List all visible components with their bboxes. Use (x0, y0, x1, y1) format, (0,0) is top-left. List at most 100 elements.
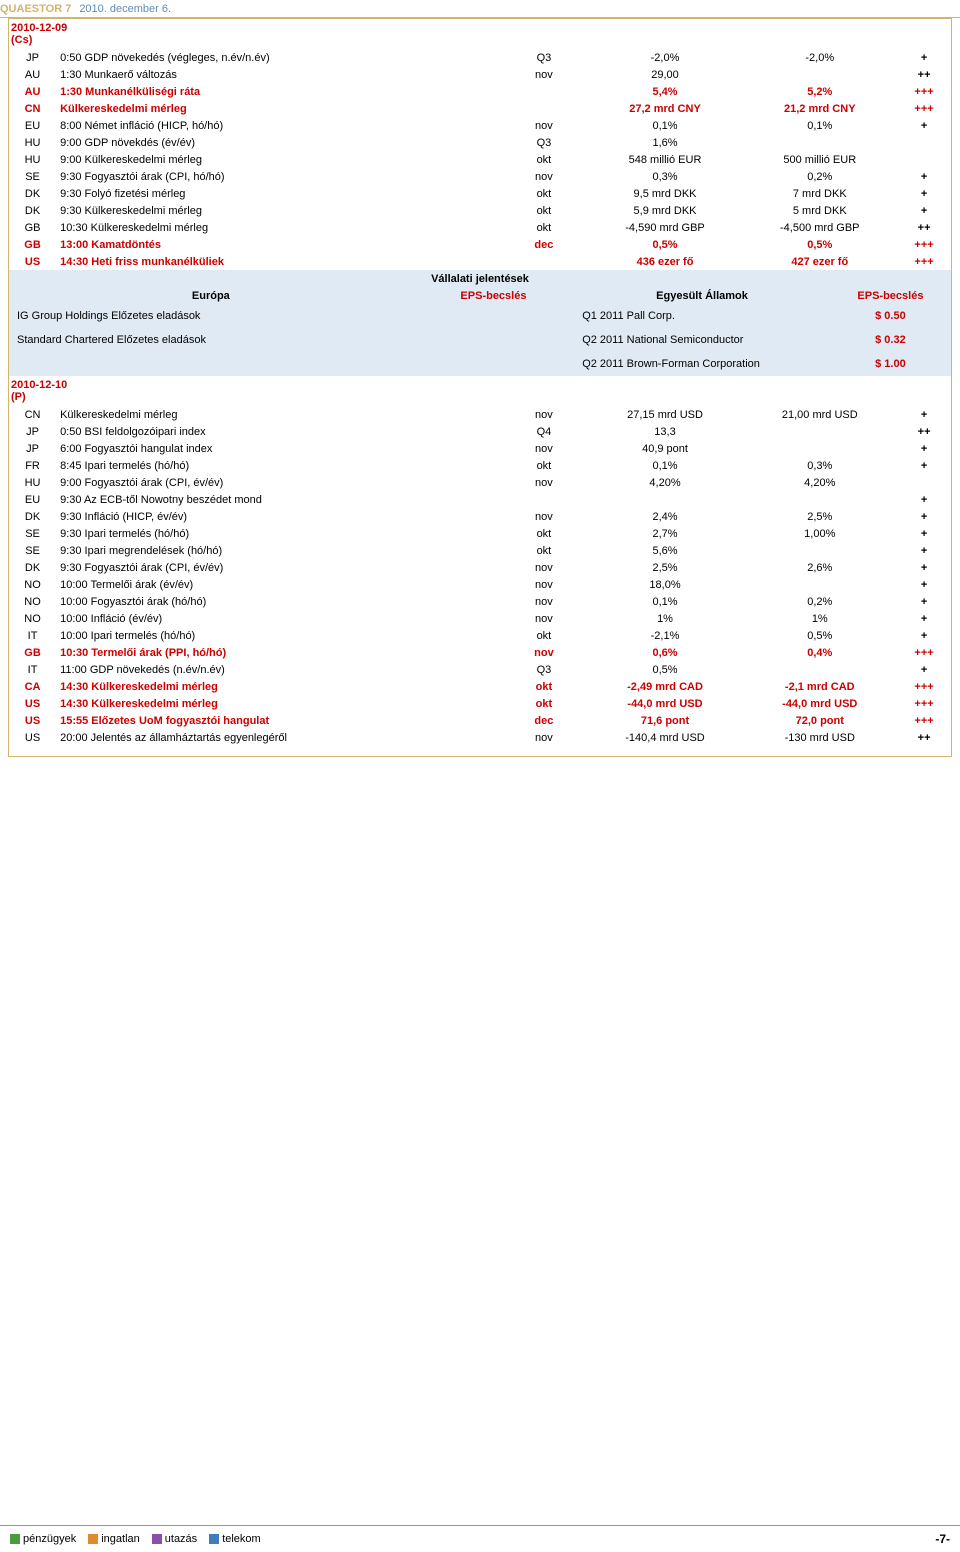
event-value1: -140,4 mrd USD (588, 729, 743, 746)
category-label: ingatlan (101, 1533, 140, 1545)
event-value2: 0,4% (742, 644, 897, 661)
event-desc: 9:30 Fogyasztói árak (CPI, hó/hó) (56, 168, 500, 185)
event-importance: + (897, 508, 951, 525)
country-code: CN (9, 100, 56, 117)
event-importance: + (897, 440, 951, 457)
footer-item: ingatlan (88, 1533, 140, 1545)
event-importance: + (897, 185, 951, 202)
event-desc: 8:00 Német infláció (HICP, hó/hó) (56, 117, 500, 134)
event-desc: 10:00 Infláció (év/év) (56, 610, 500, 627)
corp-row: Q2 2011 Brown-Forman Corporation$ 1.00 (9, 352, 951, 376)
event-value1: 18,0% (588, 576, 743, 593)
event-importance: + (897, 525, 951, 542)
country-code: SE (9, 168, 56, 185)
event-value1: 9,5 mrd DKK (588, 185, 743, 202)
country-code: US (9, 712, 56, 729)
category-icon (88, 1534, 98, 1544)
corp-us-company: Q2 2011 Brown-Forman Corporation (574, 352, 830, 376)
event-value1: -2,0% (588, 49, 743, 66)
event-value2: -130 mrd USD (742, 729, 897, 746)
event-value2 (742, 576, 897, 593)
day2-row: IT10:00 Ipari termelés (hó/hó)okt-2,1%0,… (9, 627, 951, 644)
event-desc: 10:30 Termelői árak (PPI, hó/hó) (56, 644, 500, 661)
event-desc: 9:30 Az ECB-től Nowotny beszédet mond (56, 491, 500, 508)
day2-row: SE9:30 Ipari megrendelések (hó/hó)okt5,6… (9, 542, 951, 559)
day2-header: 2010-12-10 (P) (9, 376, 119, 406)
event-importance: + (897, 457, 951, 474)
event-period: nov (500, 168, 587, 185)
event-period (500, 253, 587, 270)
event-desc: 10:00 Ipari termelés (hó/hó) (56, 627, 500, 644)
event-value2: 0,1% (742, 117, 897, 134)
category-icon (209, 1534, 219, 1544)
corp-eu-company (9, 352, 413, 376)
event-value1: 5,6% (588, 542, 743, 559)
event-value2 (742, 440, 897, 457)
corp-eu-eps (413, 352, 574, 376)
country-code: JP (9, 423, 56, 440)
event-importance (897, 474, 951, 491)
day1-row: JP0:50 GDP növekedés (végleges, n.év/n.é… (9, 49, 951, 66)
event-value1: 4,20% (588, 474, 743, 491)
day2-row: US15:55 Előzetes UoM fogyasztói hangulat… (9, 712, 951, 729)
country-code: GB (9, 219, 56, 236)
event-value2: 2,6% (742, 559, 897, 576)
corp-us-eps: $ 0.32 (830, 328, 951, 352)
event-importance: ++ (897, 219, 951, 236)
day2-row: IT11:00 GDP növekedés (n.év/n.év)Q30,5%+ (9, 661, 951, 678)
event-value2: -44,0 mrd USD (742, 695, 897, 712)
event-period: okt (500, 202, 587, 219)
event-desc: 9:00 Fogyasztói árak (CPI, év/év) (56, 474, 500, 491)
category-label: telekom (222, 1533, 261, 1545)
day2-row: SE9:30 Ipari termelés (hó/hó)okt2,7%1,00… (9, 525, 951, 542)
country-code: US (9, 729, 56, 746)
country-code: DK (9, 508, 56, 525)
event-value2: 2,5% (742, 508, 897, 525)
event-value1: 2,4% (588, 508, 743, 525)
day2-row: CA14:30 Külkereskedelmi mérlegokt-2,49 m… (9, 678, 951, 695)
country-code: HU (9, 474, 56, 491)
event-value1: 13,3 (588, 423, 743, 440)
day1-table: JP0:50 GDP növekedés (végleges, n.év/n.é… (9, 49, 951, 270)
event-period: okt (500, 695, 587, 712)
event-value2 (742, 491, 897, 508)
event-desc: 15:55 Előzetes UoM fogyasztói hangulat (56, 712, 500, 729)
event-value1: 27,15 mrd USD (588, 406, 743, 423)
event-period: nov (500, 406, 587, 423)
event-period: okt (500, 627, 587, 644)
event-desc: 0:50 BSI feldolgozóipari index (56, 423, 500, 440)
event-desc: 1:30 Munkaerő változás (56, 66, 500, 83)
event-desc: 9:30 Ipari termelés (hó/hó) (56, 525, 500, 542)
event-value1: 0,1% (588, 117, 743, 134)
event-period: nov (500, 440, 587, 457)
country-code: CA (9, 678, 56, 695)
event-desc: Külkereskedelmi mérleg (56, 100, 500, 117)
event-importance: + (897, 117, 951, 134)
header-date: 2010. december 6. (79, 3, 171, 15)
country-code: HU (9, 134, 56, 151)
event-value2: 1,00% (742, 525, 897, 542)
day2-row: CNKülkereskedelmi mérlegnov27,15 mrd USD… (9, 406, 951, 423)
event-desc: Külkereskedelmi mérleg (56, 406, 500, 423)
event-importance (897, 134, 951, 151)
category-icon (10, 1534, 20, 1544)
country-code: NO (9, 576, 56, 593)
event-period: dec (500, 712, 587, 729)
event-period: okt (500, 542, 587, 559)
day2-row: NO10:00 Infláció (év/év)nov1%1%+ (9, 610, 951, 627)
day2-row: JP0:50 BSI feldolgozóipari indexQ413,3++ (9, 423, 951, 440)
day1-row: GB13:00 Kamatdöntésdec0,5%0,5%+++ (9, 236, 951, 253)
day1-row: DK9:30 Folyó fizetési mérlegokt9,5 mrd D… (9, 185, 951, 202)
event-value2 (742, 134, 897, 151)
event-value2: 0,2% (742, 593, 897, 610)
event-desc: 1:30 Munkanélküliségi ráta (56, 83, 500, 100)
day2-row: US20:00 Jelentés az államháztartás egyen… (9, 729, 951, 746)
day1-row: AU1:30 Munkanélküliségi ráta5,4%5,2%+++ (9, 83, 951, 100)
corp-us-company: Q1 2011 Pall Corp. (574, 304, 830, 328)
event-importance: + (897, 491, 951, 508)
event-value1: 27,2 mrd CNY (588, 100, 743, 117)
event-value2: 0,3% (742, 457, 897, 474)
day2-row: NO10:00 Fogyasztói árak (hó/hó)nov0,1%0,… (9, 593, 951, 610)
country-code: JP (9, 49, 56, 66)
day2-row: FR8:45 Ipari termelés (hó/hó)okt0,1%0,3%… (9, 457, 951, 474)
